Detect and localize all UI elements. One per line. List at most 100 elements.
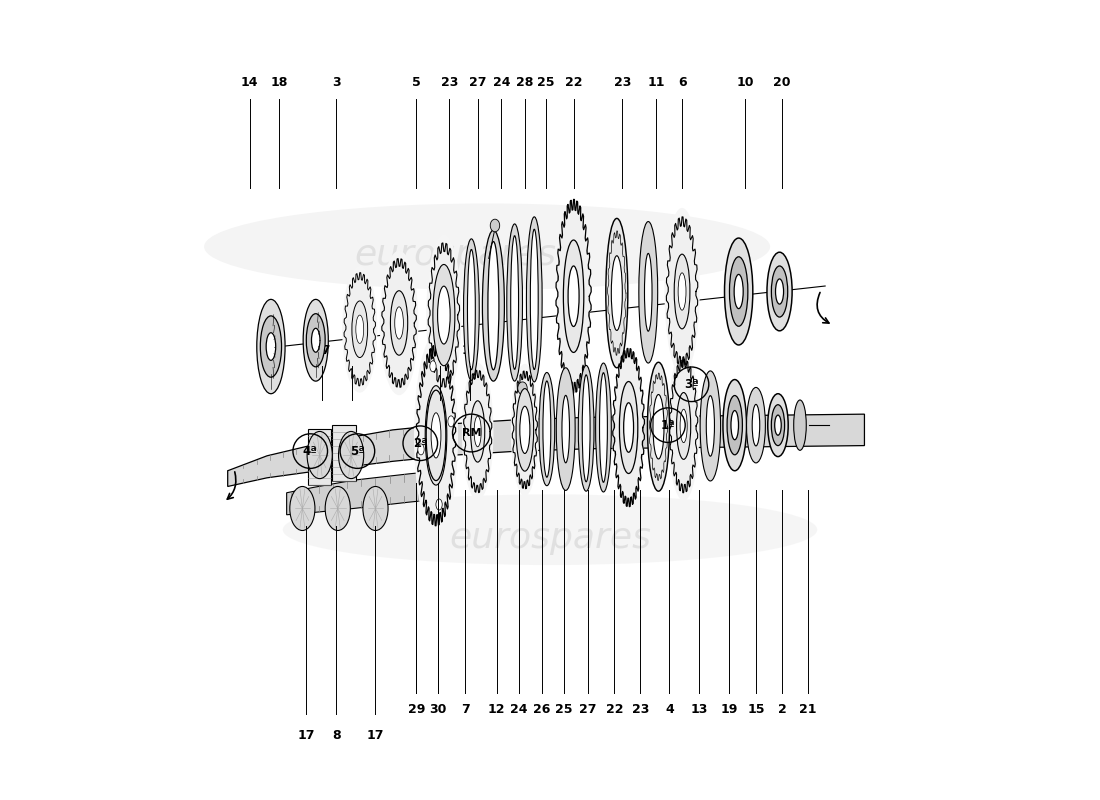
Ellipse shape bbox=[307, 431, 332, 478]
Text: 11: 11 bbox=[648, 77, 664, 90]
Ellipse shape bbox=[676, 393, 691, 459]
Ellipse shape bbox=[668, 351, 700, 501]
Ellipse shape bbox=[436, 279, 452, 351]
Text: 13: 13 bbox=[691, 702, 708, 716]
Ellipse shape bbox=[645, 254, 652, 331]
Ellipse shape bbox=[664, 208, 700, 375]
Ellipse shape bbox=[543, 381, 551, 477]
Ellipse shape bbox=[563, 240, 584, 353]
Polygon shape bbox=[670, 359, 697, 493]
Ellipse shape bbox=[426, 390, 446, 481]
Ellipse shape bbox=[680, 410, 688, 442]
Text: 8: 8 bbox=[332, 729, 341, 742]
Ellipse shape bbox=[725, 238, 752, 345]
Text: 23: 23 bbox=[631, 702, 649, 716]
Ellipse shape bbox=[639, 222, 658, 363]
Text: 24: 24 bbox=[509, 702, 527, 716]
Ellipse shape bbox=[767, 252, 792, 331]
Polygon shape bbox=[613, 348, 645, 506]
Polygon shape bbox=[332, 425, 355, 482]
Ellipse shape bbox=[768, 394, 789, 457]
Ellipse shape bbox=[706, 396, 715, 456]
Ellipse shape bbox=[418, 444, 425, 455]
Ellipse shape bbox=[615, 357, 642, 498]
Ellipse shape bbox=[557, 368, 575, 490]
Ellipse shape bbox=[448, 416, 454, 427]
Ellipse shape bbox=[395, 307, 404, 339]
Ellipse shape bbox=[653, 394, 664, 459]
Ellipse shape bbox=[619, 382, 638, 474]
Ellipse shape bbox=[363, 486, 388, 530]
Polygon shape bbox=[308, 429, 331, 486]
Ellipse shape bbox=[582, 375, 590, 482]
Text: 17: 17 bbox=[314, 344, 331, 357]
Ellipse shape bbox=[579, 366, 594, 491]
Text: 15: 15 bbox=[747, 702, 764, 716]
Text: 4ª: 4ª bbox=[302, 445, 318, 458]
Text: eurospares: eurospares bbox=[449, 521, 651, 554]
Text: 21: 21 bbox=[799, 702, 816, 716]
Ellipse shape bbox=[568, 266, 579, 326]
Ellipse shape bbox=[426, 386, 447, 485]
Polygon shape bbox=[417, 345, 455, 526]
Ellipse shape bbox=[794, 400, 806, 450]
Text: 20: 20 bbox=[773, 77, 791, 90]
Text: 4: 4 bbox=[666, 702, 674, 716]
Text: 30: 30 bbox=[430, 702, 447, 716]
Polygon shape bbox=[428, 243, 460, 387]
Text: 25: 25 bbox=[537, 77, 554, 90]
Ellipse shape bbox=[727, 395, 742, 454]
Ellipse shape bbox=[648, 362, 670, 491]
Ellipse shape bbox=[355, 315, 364, 343]
Ellipse shape bbox=[752, 405, 760, 446]
Ellipse shape bbox=[283, 494, 817, 565]
Text: 16: 16 bbox=[461, 344, 478, 357]
Ellipse shape bbox=[440, 297, 448, 333]
Ellipse shape bbox=[562, 395, 570, 463]
Text: 25: 25 bbox=[556, 702, 573, 716]
Ellipse shape bbox=[595, 363, 612, 492]
Ellipse shape bbox=[304, 299, 328, 381]
Ellipse shape bbox=[205, 203, 770, 290]
Text: 29: 29 bbox=[408, 702, 425, 716]
Ellipse shape bbox=[700, 371, 720, 481]
Text: 2: 2 bbox=[778, 702, 786, 716]
Ellipse shape bbox=[379, 250, 418, 395]
Text: 1ª: 1ª bbox=[660, 418, 675, 432]
Ellipse shape bbox=[436, 499, 442, 510]
Text: 1: 1 bbox=[436, 344, 444, 357]
Text: 2ª: 2ª bbox=[412, 437, 428, 450]
Ellipse shape bbox=[771, 405, 784, 446]
Ellipse shape bbox=[606, 218, 628, 368]
Text: 6: 6 bbox=[678, 77, 686, 90]
Ellipse shape bbox=[463, 239, 480, 380]
Ellipse shape bbox=[600, 373, 607, 482]
Text: 10: 10 bbox=[736, 77, 754, 90]
Text: 5ª: 5ª bbox=[350, 445, 365, 458]
Text: 5: 5 bbox=[412, 77, 420, 90]
Ellipse shape bbox=[539, 373, 554, 486]
Polygon shape bbox=[463, 370, 492, 493]
Ellipse shape bbox=[483, 230, 505, 381]
Ellipse shape bbox=[311, 328, 320, 352]
Text: 24: 24 bbox=[493, 77, 510, 90]
Text: 18: 18 bbox=[271, 77, 287, 90]
Ellipse shape bbox=[530, 230, 538, 370]
Polygon shape bbox=[344, 273, 375, 386]
Text: 23: 23 bbox=[441, 77, 458, 90]
Text: 3: 3 bbox=[332, 77, 341, 90]
Ellipse shape bbox=[474, 416, 481, 446]
Text: 22: 22 bbox=[606, 702, 624, 716]
Text: 17: 17 bbox=[298, 729, 315, 742]
Ellipse shape bbox=[468, 250, 475, 370]
Ellipse shape bbox=[433, 265, 455, 366]
Text: 27: 27 bbox=[579, 702, 596, 716]
Ellipse shape bbox=[491, 219, 499, 232]
Ellipse shape bbox=[518, 400, 531, 459]
Text: 17: 17 bbox=[366, 729, 384, 742]
Ellipse shape bbox=[306, 314, 326, 367]
Text: RM: RM bbox=[462, 428, 481, 438]
Text: 19: 19 bbox=[720, 702, 738, 716]
Text: eurospares: eurospares bbox=[354, 238, 557, 271]
Ellipse shape bbox=[471, 401, 485, 462]
